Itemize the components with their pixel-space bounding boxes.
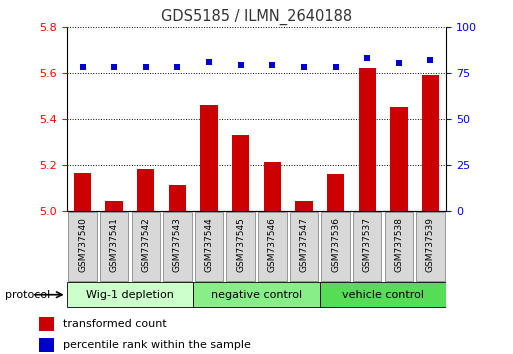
Text: GDS5185 / ILMN_2640188: GDS5185 / ILMN_2640188 (161, 9, 352, 25)
Text: GSM737546: GSM737546 (268, 217, 277, 272)
Bar (40, 317, 53, 331)
Text: protocol: protocol (5, 290, 50, 300)
Point (142, 64, 150, 70)
Point (236, 62, 245, 68)
FancyBboxPatch shape (385, 212, 413, 281)
FancyBboxPatch shape (290, 212, 318, 281)
Bar (359, 68, 376, 211)
FancyBboxPatch shape (163, 212, 192, 281)
Bar (422, 75, 439, 211)
Bar (137, 169, 154, 211)
Bar (327, 174, 344, 211)
Bar (74, 173, 91, 211)
Text: GSM737543: GSM737543 (173, 217, 182, 272)
FancyBboxPatch shape (258, 212, 287, 281)
FancyBboxPatch shape (193, 282, 320, 307)
FancyBboxPatch shape (131, 212, 160, 281)
Point (331, 64, 340, 70)
Text: transformed count: transformed count (63, 319, 167, 329)
Point (394, 61, 403, 66)
Bar (232, 135, 249, 211)
Bar (106, 201, 123, 211)
FancyBboxPatch shape (321, 212, 350, 281)
FancyBboxPatch shape (416, 212, 445, 281)
Text: negative control: negative control (211, 290, 302, 300)
Bar (295, 201, 312, 211)
Text: GSM737545: GSM737545 (236, 217, 245, 272)
Bar (201, 105, 218, 211)
Text: GSM737541: GSM737541 (110, 217, 119, 272)
Text: percentile rank within the sample: percentile rank within the sample (63, 340, 251, 350)
Text: GSM737538: GSM737538 (394, 217, 403, 272)
Bar (264, 162, 281, 211)
FancyBboxPatch shape (320, 282, 446, 307)
Text: vehicle control: vehicle control (342, 290, 424, 300)
Point (78, 64, 87, 70)
Point (268, 62, 277, 68)
Text: GSM737539: GSM737539 (426, 217, 435, 272)
Text: Wig-1 depletion: Wig-1 depletion (86, 290, 174, 300)
FancyBboxPatch shape (100, 212, 128, 281)
Text: GSM737536: GSM737536 (331, 217, 340, 272)
Text: GSM737537: GSM737537 (363, 217, 372, 272)
FancyBboxPatch shape (353, 212, 382, 281)
Bar (169, 185, 186, 211)
Point (300, 64, 308, 70)
FancyBboxPatch shape (67, 282, 193, 307)
Text: GSM737540: GSM737540 (78, 217, 87, 272)
Text: GSM737542: GSM737542 (141, 217, 150, 272)
Bar (390, 107, 407, 211)
Point (110, 64, 118, 70)
FancyBboxPatch shape (195, 212, 223, 281)
Text: GSM737544: GSM737544 (205, 217, 213, 272)
Point (173, 64, 182, 70)
Point (426, 57, 435, 63)
FancyBboxPatch shape (226, 212, 255, 281)
Bar (40, 338, 53, 352)
Point (363, 55, 371, 61)
Point (205, 59, 213, 64)
Text: GSM737547: GSM737547 (300, 217, 308, 272)
FancyBboxPatch shape (68, 212, 97, 281)
